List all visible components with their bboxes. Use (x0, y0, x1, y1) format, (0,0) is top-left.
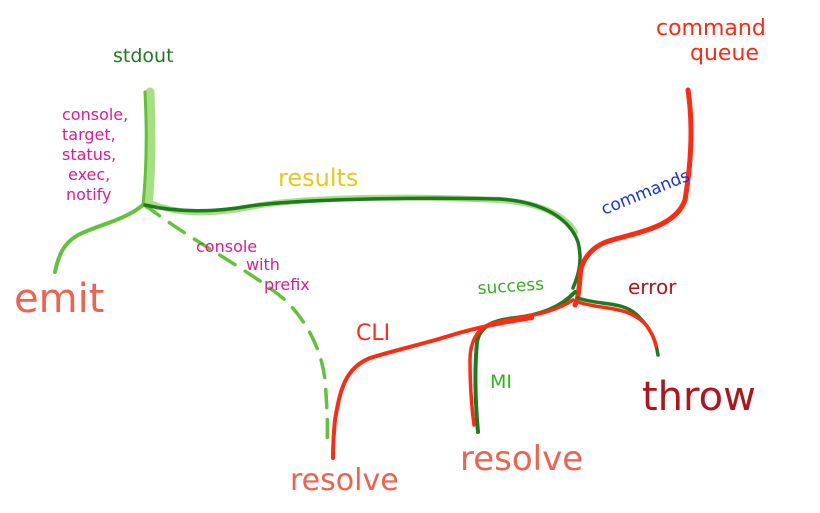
cli-path (331, 316, 534, 460)
emit-label: emit (14, 276, 104, 322)
console-with-prefix-line: with (246, 255, 280, 274)
success-label: success (477, 274, 545, 299)
console-with-prefix-line: console (196, 237, 257, 256)
console-with-prefix-label: console with prefix (196, 237, 310, 294)
console-with-prefix-line: prefix (264, 275, 310, 294)
command-queue-label-line2: queue (690, 41, 759, 66)
command-queue-label-line1: command (656, 16, 766, 41)
error-label: error (628, 275, 677, 299)
console-events-line: console, (62, 105, 128, 124)
console-events-line: target, (62, 125, 116, 144)
command-queue-line (572, 87, 694, 308)
stdout-stem (141, 87, 156, 210)
error-path (576, 296, 660, 357)
resolve-center-label: resolve (460, 439, 583, 479)
console-events-line: notify (66, 185, 111, 204)
console-events-line: status, (62, 145, 116, 164)
results-path (143, 194, 582, 290)
results-label: results (278, 164, 358, 192)
console-events-label: console, target, status, exec, notify (62, 105, 128, 204)
throw-label: throw (642, 374, 756, 420)
success-path (468, 290, 577, 434)
console-events-line: exec, (68, 165, 110, 184)
cli-label: CLI (356, 321, 390, 346)
resolve-left-label: resolve (290, 463, 399, 498)
console-prefix-branch (143, 203, 330, 447)
stdout-label: stdout (113, 45, 174, 67)
emit-branch (53, 203, 145, 274)
mi-label: MI (490, 371, 512, 393)
